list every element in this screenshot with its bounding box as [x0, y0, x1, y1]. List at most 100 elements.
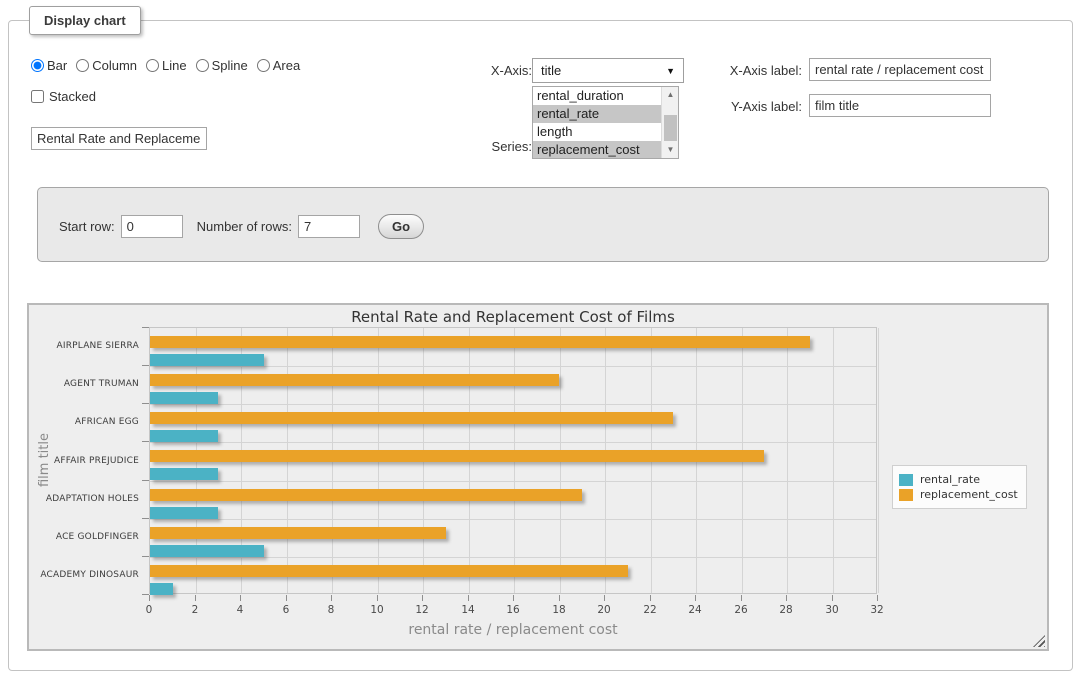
series-option-length[interactable]: length [533, 123, 661, 141]
x-tick-mark [286, 595, 287, 601]
display-chart-fieldset: Display chart BarColumnLineSplineArea St… [8, 20, 1073, 671]
bar-replacement_cost [150, 527, 446, 539]
chart-plot-area [149, 327, 877, 594]
bar-replacement_cost [150, 374, 559, 386]
category-label: ACE GOLDFINGER [29, 532, 139, 542]
x-tick-mark [877, 595, 878, 601]
chart-type-radio-column[interactable] [76, 59, 89, 72]
y-axis-label-field-label: Y-Axis label: [712, 99, 802, 114]
chart-type-option-area[interactable]: Area [257, 58, 300, 73]
x-tick-mark [468, 595, 469, 601]
scrollbar-thumb[interactable] [664, 115, 677, 141]
category-label: AFFAIR PREJUDICE [29, 456, 139, 466]
chart-legend: rental_ratereplacement_cost [892, 465, 1027, 509]
series-option-rental_rate[interactable]: rental_rate [533, 105, 661, 123]
x-axis-select[interactable]: title ▼ [532, 58, 684, 83]
x-tick-label: 12 [407, 604, 437, 616]
chart-type-option-line[interactable]: Line [146, 58, 187, 73]
chart-type-radio-area[interactable] [257, 59, 270, 72]
x-tick-label: 2 [180, 604, 210, 616]
y-axis-label-input[interactable] [809, 94, 991, 117]
gridline [150, 366, 876, 367]
chart-container: Rental Rate and Replacement Cost of Film… [27, 303, 1049, 651]
go-button[interactable]: Go [378, 214, 424, 239]
x-tick-mark [741, 595, 742, 601]
x-tick-mark [559, 595, 560, 601]
start-row-input[interactable] [121, 215, 183, 238]
x-tick-label: 22 [635, 604, 665, 616]
chart-title-input[interactable] [31, 127, 207, 150]
bar-rental_rate [150, 354, 264, 366]
chart-type-option-bar[interactable]: Bar [31, 58, 67, 73]
legend-label: replacement_cost [920, 488, 1018, 501]
x-tick-label: 24 [680, 604, 710, 616]
series-picker-label: Series: [452, 139, 532, 154]
x-tick-label: 16 [498, 604, 528, 616]
bar-rental_rate [150, 392, 218, 404]
num-rows-input[interactable] [298, 215, 360, 238]
y-tick-mark [142, 518, 149, 519]
x-tick-mark [377, 595, 378, 601]
gridline [878, 328, 879, 593]
fieldset-legend: Display chart [29, 6, 141, 35]
stacked-checkbox[interactable] [31, 90, 44, 103]
chart-x-axis-title: rental rate / replacement cost [149, 622, 877, 638]
x-tick-label: 18 [544, 604, 574, 616]
x-tick-label: 32 [862, 604, 892, 616]
category-label: AGENT TRUMAN [29, 379, 139, 389]
x-axis-label-input[interactable] [809, 58, 991, 81]
chart-type-option-spline[interactable]: Spline [196, 58, 248, 73]
x-tick-mark [195, 595, 196, 601]
y-tick-mark [142, 556, 149, 557]
scroll-down-icon[interactable]: ▼ [662, 142, 679, 158]
gridline [150, 519, 876, 520]
series-options: rental_durationrental_ratelengthreplacem… [533, 87, 661, 159]
x-tick-label: 28 [771, 604, 801, 616]
bar-rental_rate [150, 430, 218, 442]
x-tick-mark [832, 595, 833, 601]
chart-type-option-column[interactable]: Column [76, 58, 137, 73]
start-row-label: Start row: [59, 219, 115, 234]
legend-entry: replacement_cost [899, 488, 1018, 501]
stacked-label: Stacked [49, 89, 96, 104]
bar-rental_rate [150, 468, 218, 480]
y-tick-mark [142, 327, 149, 328]
gridline [787, 328, 788, 593]
x-tick-mark [513, 595, 514, 601]
bar-replacement_cost [150, 450, 764, 462]
x-tick-mark [149, 595, 150, 601]
gridline [150, 404, 876, 405]
chart-type-radio-label: Area [273, 58, 300, 73]
series-option-replacement_cost[interactable]: replacement_cost [533, 141, 661, 159]
chart-type-radio-line[interactable] [146, 59, 159, 72]
chart-type-radio-label: Bar [47, 58, 67, 73]
y-tick-mark [142, 365, 149, 366]
chart-type-radio-spline[interactable] [196, 59, 209, 72]
x-tick-label: 6 [271, 604, 301, 616]
x-tick-label: 4 [225, 604, 255, 616]
bar-replacement_cost [150, 565, 628, 577]
y-tick-mark [142, 403, 149, 404]
chart-title: Rental Rate and Replacement Cost of Film… [149, 308, 877, 326]
series-listbox[interactable]: rental_durationrental_ratelengthreplacem… [532, 86, 679, 159]
x-tick-mark [604, 595, 605, 601]
chart-type-radio-bar[interactable] [31, 59, 44, 72]
series-option-rental_duration[interactable]: rental_duration [533, 87, 661, 105]
x-tick-mark [240, 595, 241, 601]
x-axis-picker-label: X-Axis: [452, 63, 532, 78]
bar-rental_rate [150, 583, 173, 595]
x-tick-label: 20 [589, 604, 619, 616]
listbox-scrollbar[interactable]: ▲ ▼ [661, 87, 678, 158]
x-tick-label: 0 [134, 604, 164, 616]
stacked-row: Stacked [31, 89, 96, 104]
x-tick-mark [695, 595, 696, 601]
category-label: ACADEMY DINOSAUR [29, 570, 139, 580]
x-axis-label-field-label: X-Axis label: [712, 63, 802, 78]
gridline [833, 328, 834, 593]
scroll-up-icon[interactable]: ▲ [662, 87, 679, 103]
x-tick-label: 10 [362, 604, 392, 616]
dropdown-arrow-icon: ▼ [666, 66, 675, 76]
x-tick-label: 8 [316, 604, 346, 616]
bar-rental_rate [150, 545, 264, 557]
resize-handle-icon[interactable] [1033, 635, 1045, 647]
